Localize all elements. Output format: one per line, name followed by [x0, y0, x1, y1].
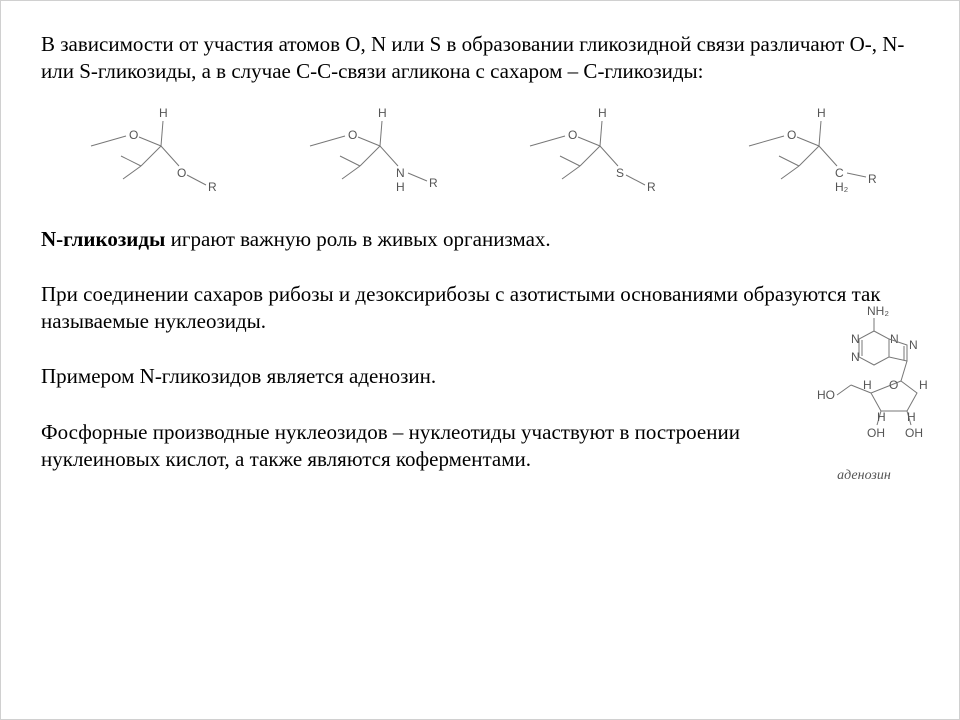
adenosine-structure-block: NH₂ N N N N O HO — [789, 303, 939, 483]
svg-text:H: H — [159, 106, 168, 120]
svg-text:S: S — [616, 166, 624, 180]
svg-text:O: O — [568, 128, 577, 142]
svg-text:C: C — [835, 166, 844, 180]
svg-text:NH₂: NH₂ — [867, 304, 889, 318]
svg-text:H₂: H₂ — [835, 180, 849, 194]
svg-text:O: O — [787, 128, 796, 142]
lower-text-section: N-гликозиды играют важную роль в живых о… — [41, 226, 919, 474]
adenosine-structure: NH₂ N N N N O HO — [789, 303, 939, 463]
svg-text:R: R — [429, 176, 438, 190]
adenosine-example-paragraph: Примером N-гликозидов является аденозин. — [41, 363, 919, 390]
svg-text:H: H — [378, 106, 387, 120]
svg-text:O: O — [348, 128, 357, 142]
svg-text:N: N — [890, 332, 899, 346]
n-glycoside-structure: O H N H R — [290, 101, 450, 201]
svg-text:H: H — [817, 106, 826, 120]
n-glycosides-rest: играют важную роль в живых организмах. — [165, 227, 550, 251]
glycoside-structures-row: O H O R O H N H R — [41, 96, 919, 206]
svg-text:HO: HO — [817, 388, 835, 402]
svg-text:H: H — [919, 378, 928, 392]
svg-text:O: O — [889, 378, 898, 392]
svg-text:N: N — [851, 332, 860, 346]
n-glycosides-paragraph: N-гликозиды играют важную роль в живых о… — [41, 226, 919, 253]
svg-text:R: R — [647, 180, 656, 194]
nucleosides-paragraph: При соединении сахаров рибозы и дезоксир… — [41, 281, 919, 336]
o-glycoside-structure: O H O R — [71, 101, 231, 201]
svg-text:H: H — [877, 410, 886, 424]
svg-text:N: N — [851, 350, 860, 364]
svg-text:R: R — [868, 172, 877, 186]
svg-text:OH: OH — [905, 426, 923, 440]
svg-text:H: H — [863, 378, 872, 392]
c-glycoside-structure: O H C H₂ R — [729, 101, 889, 201]
svg-text:H: H — [907, 410, 916, 424]
svg-text:O: O — [177, 166, 186, 180]
nucleotides-paragraph: Фосфорные производные нуклеозидов – нукл… — [41, 419, 919, 474]
s-glycoside-structure: O H S R — [510, 101, 670, 201]
svg-text:OH: OH — [867, 426, 885, 440]
svg-text:H: H — [598, 106, 607, 120]
svg-text:R: R — [208, 180, 217, 194]
svg-text:H: H — [396, 180, 405, 194]
intro-paragraph: В зависимости от участия атомов O, N или… — [41, 31, 919, 86]
n-glycosides-bold: N-гликозиды — [41, 227, 165, 251]
slide-page: В зависимости от участия атомов O, N или… — [0, 0, 960, 720]
svg-text:O: O — [129, 128, 138, 142]
svg-text:N: N — [396, 166, 405, 180]
adenosine-label: аденозин — [789, 468, 939, 484]
svg-text:N: N — [909, 338, 918, 352]
